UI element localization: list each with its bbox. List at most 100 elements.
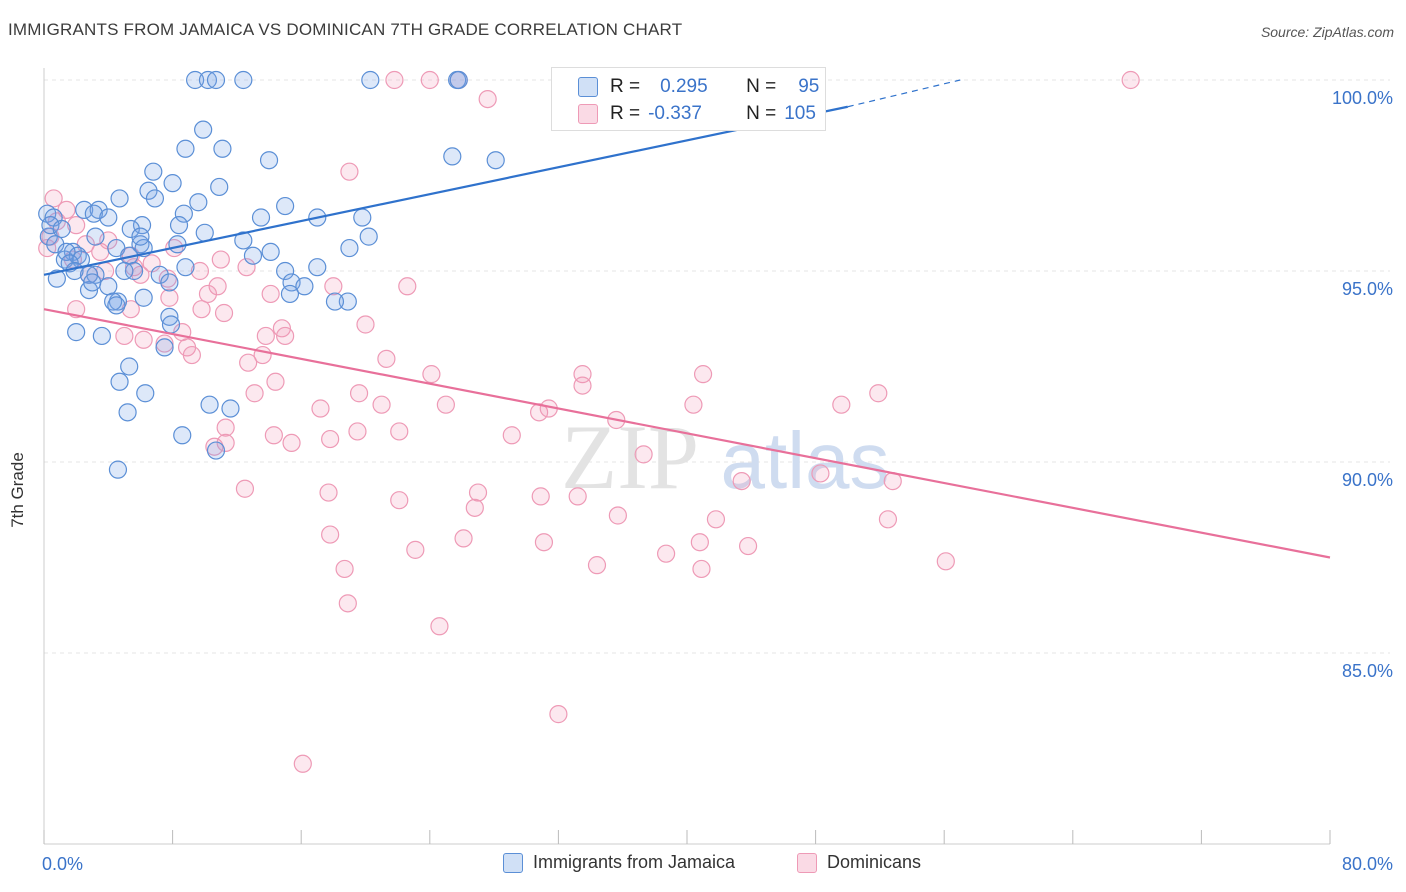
dominican-r-label: R = bbox=[610, 103, 641, 124]
jamaica-point bbox=[206, 441, 226, 460]
jamaica-point bbox=[145, 189, 165, 208]
dominican-point bbox=[690, 533, 709, 552]
dominican-point bbox=[198, 284, 218, 304]
jamaica-point bbox=[110, 372, 129, 391]
jamaica-point bbox=[280, 284, 300, 304]
jamaica-point bbox=[308, 258, 327, 277]
bottom-jamaica-swatch bbox=[503, 852, 523, 873]
dominican-point bbox=[430, 617, 449, 636]
dominican-point bbox=[264, 426, 283, 445]
bottom-legend-jamaica: Immigrants from Jamaica bbox=[503, 852, 735, 873]
dominican-point bbox=[155, 334, 174, 353]
jamaica-point bbox=[195, 223, 214, 242]
jamaica-point bbox=[243, 246, 263, 265]
dominican-point bbox=[573, 376, 592, 395]
jamaica-point bbox=[124, 261, 144, 281]
jamaica-trend-line bbox=[43, 105, 848, 276]
dominican-point bbox=[468, 483, 488, 502]
dominican-point bbox=[235, 479, 255, 498]
dominican-trend-line bbox=[43, 308, 1331, 559]
dominican-point bbox=[311, 399, 330, 418]
tick-labels: 100.0% 95.0% 90.0% 85.0% 0.0% 80.0% bbox=[42, 88, 1393, 874]
jamaica-point bbox=[353, 208, 372, 227]
axes bbox=[43, 68, 1331, 845]
jamaica-point bbox=[176, 258, 195, 277]
dominican-points bbox=[38, 70, 1140, 773]
x-tick-label: 0.0% bbox=[42, 854, 83, 874]
dominican-n-label: N = bbox=[746, 103, 777, 124]
jamaica-point bbox=[120, 357, 139, 376]
bottom-jamaica-label: Immigrants from Jamaica bbox=[533, 852, 736, 872]
dominican-point bbox=[276, 326, 295, 346]
dominican-point bbox=[192, 300, 211, 319]
jamaica-point bbox=[84, 204, 103, 223]
dominican-n-value: 105 bbox=[784, 103, 816, 124]
dominican-point bbox=[869, 384, 888, 403]
jamaica-point bbox=[251, 208, 271, 227]
jamaica-point bbox=[449, 70, 468, 90]
dominican-point bbox=[936, 552, 955, 571]
jamaica-point bbox=[155, 338, 174, 357]
jamaica-r-label: R = bbox=[610, 76, 641, 97]
dominican-point bbox=[216, 418, 235, 437]
jamaica-swatch bbox=[578, 77, 598, 97]
jamaica-point bbox=[234, 70, 253, 90]
jamaica-point bbox=[47, 269, 66, 288]
jamaica-point bbox=[52, 219, 71, 239]
jamaica-point bbox=[160, 273, 179, 292]
dominican-point bbox=[239, 353, 258, 372]
dominican-point bbox=[549, 705, 568, 724]
jamaica-point bbox=[99, 208, 118, 227]
jamaica-point bbox=[276, 196, 295, 216]
jamaica-point bbox=[338, 292, 357, 311]
jamaica-n-label: N = bbox=[746, 76, 777, 97]
source-label: Source: ZipAtlas.com bbox=[1260, 24, 1394, 40]
jamaica-point bbox=[176, 139, 195, 158]
jamaica-point bbox=[110, 189, 129, 208]
dominican-point bbox=[324, 277, 343, 296]
dominican-point bbox=[608, 506, 627, 525]
dominican-point bbox=[634, 445, 653, 464]
dominican-point bbox=[216, 433, 235, 452]
dominican-point bbox=[502, 426, 521, 445]
dominican-point bbox=[587, 556, 607, 575]
legend-row-dominican: R = -0.337 N = 105 bbox=[552, 100, 816, 128]
dominican-point bbox=[531, 487, 550, 506]
jamaica-point bbox=[160, 307, 179, 326]
jamaica-point bbox=[194, 120, 213, 139]
jamaica-point bbox=[107, 296, 126, 315]
trend-lines bbox=[43, 79, 1331, 559]
y-tick-label: 95.0% bbox=[1342, 279, 1393, 299]
dominican-point bbox=[67, 216, 86, 235]
jamaica-point bbox=[173, 426, 192, 445]
y-tick-label: 85.0% bbox=[1342, 661, 1393, 681]
dominican-point bbox=[478, 89, 497, 109]
dominican-point bbox=[706, 510, 726, 529]
jamaica-point bbox=[132, 216, 152, 235]
jamaica-point bbox=[169, 216, 189, 235]
jamaica-point bbox=[139, 181, 158, 200]
jamaica-point bbox=[86, 227, 105, 246]
jamaica-point bbox=[108, 460, 128, 479]
jamaica-point bbox=[150, 265, 169, 284]
dominican-point bbox=[256, 326, 275, 346]
dominican-point bbox=[692, 559, 711, 579]
jamaica-point bbox=[136, 384, 155, 403]
jamaica-n-value: 95 bbox=[798, 76, 820, 97]
jamaica-r-value: 0.295 bbox=[660, 76, 708, 97]
jamaica-point bbox=[67, 323, 86, 342]
dominican-point bbox=[349, 384, 369, 403]
jamaica-point bbox=[340, 238, 359, 258]
dominican-point bbox=[261, 284, 280, 304]
dominican-point bbox=[348, 422, 367, 441]
dominican-point bbox=[282, 433, 301, 452]
jamaica-point bbox=[131, 227, 150, 246]
dominican-point bbox=[390, 422, 409, 441]
dominican-point bbox=[832, 395, 851, 414]
dominican-point bbox=[182, 345, 201, 365]
dominican-point bbox=[534, 533, 554, 552]
watermark-atlas: atlas bbox=[721, 416, 890, 505]
jamaica-points bbox=[38, 70, 753, 479]
dominican-point bbox=[115, 326, 134, 346]
